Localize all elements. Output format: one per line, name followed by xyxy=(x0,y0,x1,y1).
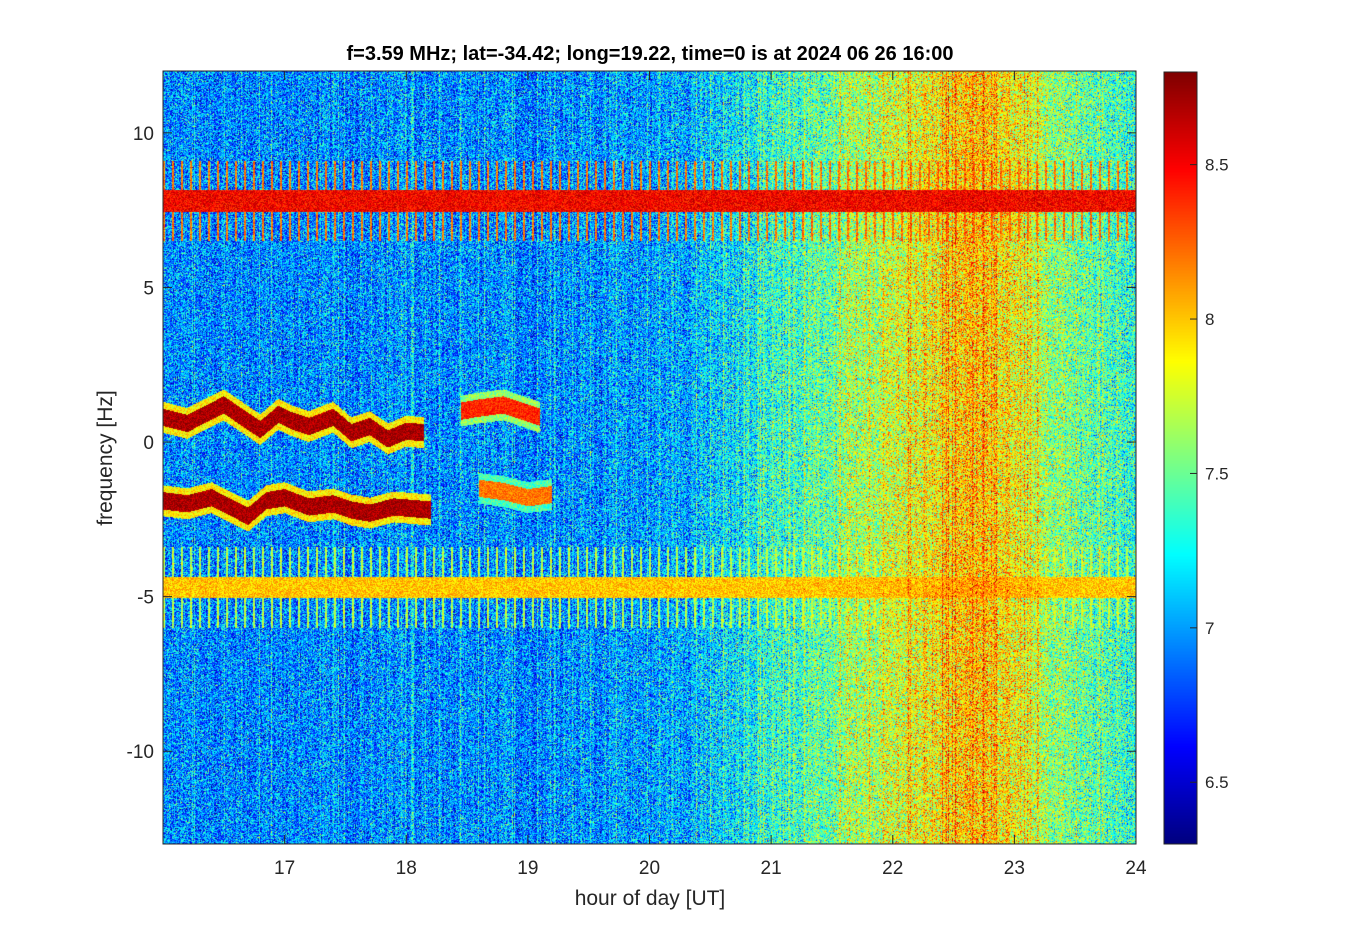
colorbar-axis: 8.5 8 7.5 7 6.5 xyxy=(1190,156,1229,792)
colorbar-canvas xyxy=(1164,72,1197,844)
colorbar-tick-label: 7.5 xyxy=(1205,464,1229,483)
x-tick-label: 18 xyxy=(396,858,417,879)
colorbar-tick-label: 6.5 xyxy=(1205,773,1229,792)
colorbar-frame xyxy=(1163,71,1198,845)
x-tick-label: 21 xyxy=(761,858,782,879)
x-axis-label: hour of day [UT] xyxy=(575,887,726,910)
y-axis-label: frequency [Hz] xyxy=(94,390,117,525)
colorbar-area xyxy=(1164,72,1197,844)
colorbar-tick-label: 7 xyxy=(1205,619,1214,638)
chart-title: f=3.59 MHz; lat=-34.42; long=19.22, time… xyxy=(346,43,953,65)
heatmap-area xyxy=(163,71,1136,844)
y-tick-label: 10 xyxy=(133,124,154,145)
x-tick-label: 22 xyxy=(882,858,903,879)
y-tick-label: -5 xyxy=(137,588,154,609)
y-tick-label: 5 xyxy=(143,278,154,299)
x-tick-label: 24 xyxy=(1125,858,1147,879)
colorbar-tick-label: 8.5 xyxy=(1205,156,1229,175)
x-axis: 17 18 19 20 21 22 23 24 xyxy=(274,71,1147,879)
x-tick-label: 17 xyxy=(274,858,295,879)
y-axis: 10 5 0 -5 -10 xyxy=(127,124,1136,763)
colorbar-tick-label: 8 xyxy=(1205,310,1214,329)
x-tick-label: 23 xyxy=(1004,858,1025,879)
x-tick-label: 20 xyxy=(639,858,660,879)
heatmap-canvas xyxy=(163,71,1136,844)
x-tick-label: 19 xyxy=(517,858,538,879)
y-tick-label: 0 xyxy=(143,433,154,454)
y-tick-label: -10 xyxy=(127,742,154,763)
